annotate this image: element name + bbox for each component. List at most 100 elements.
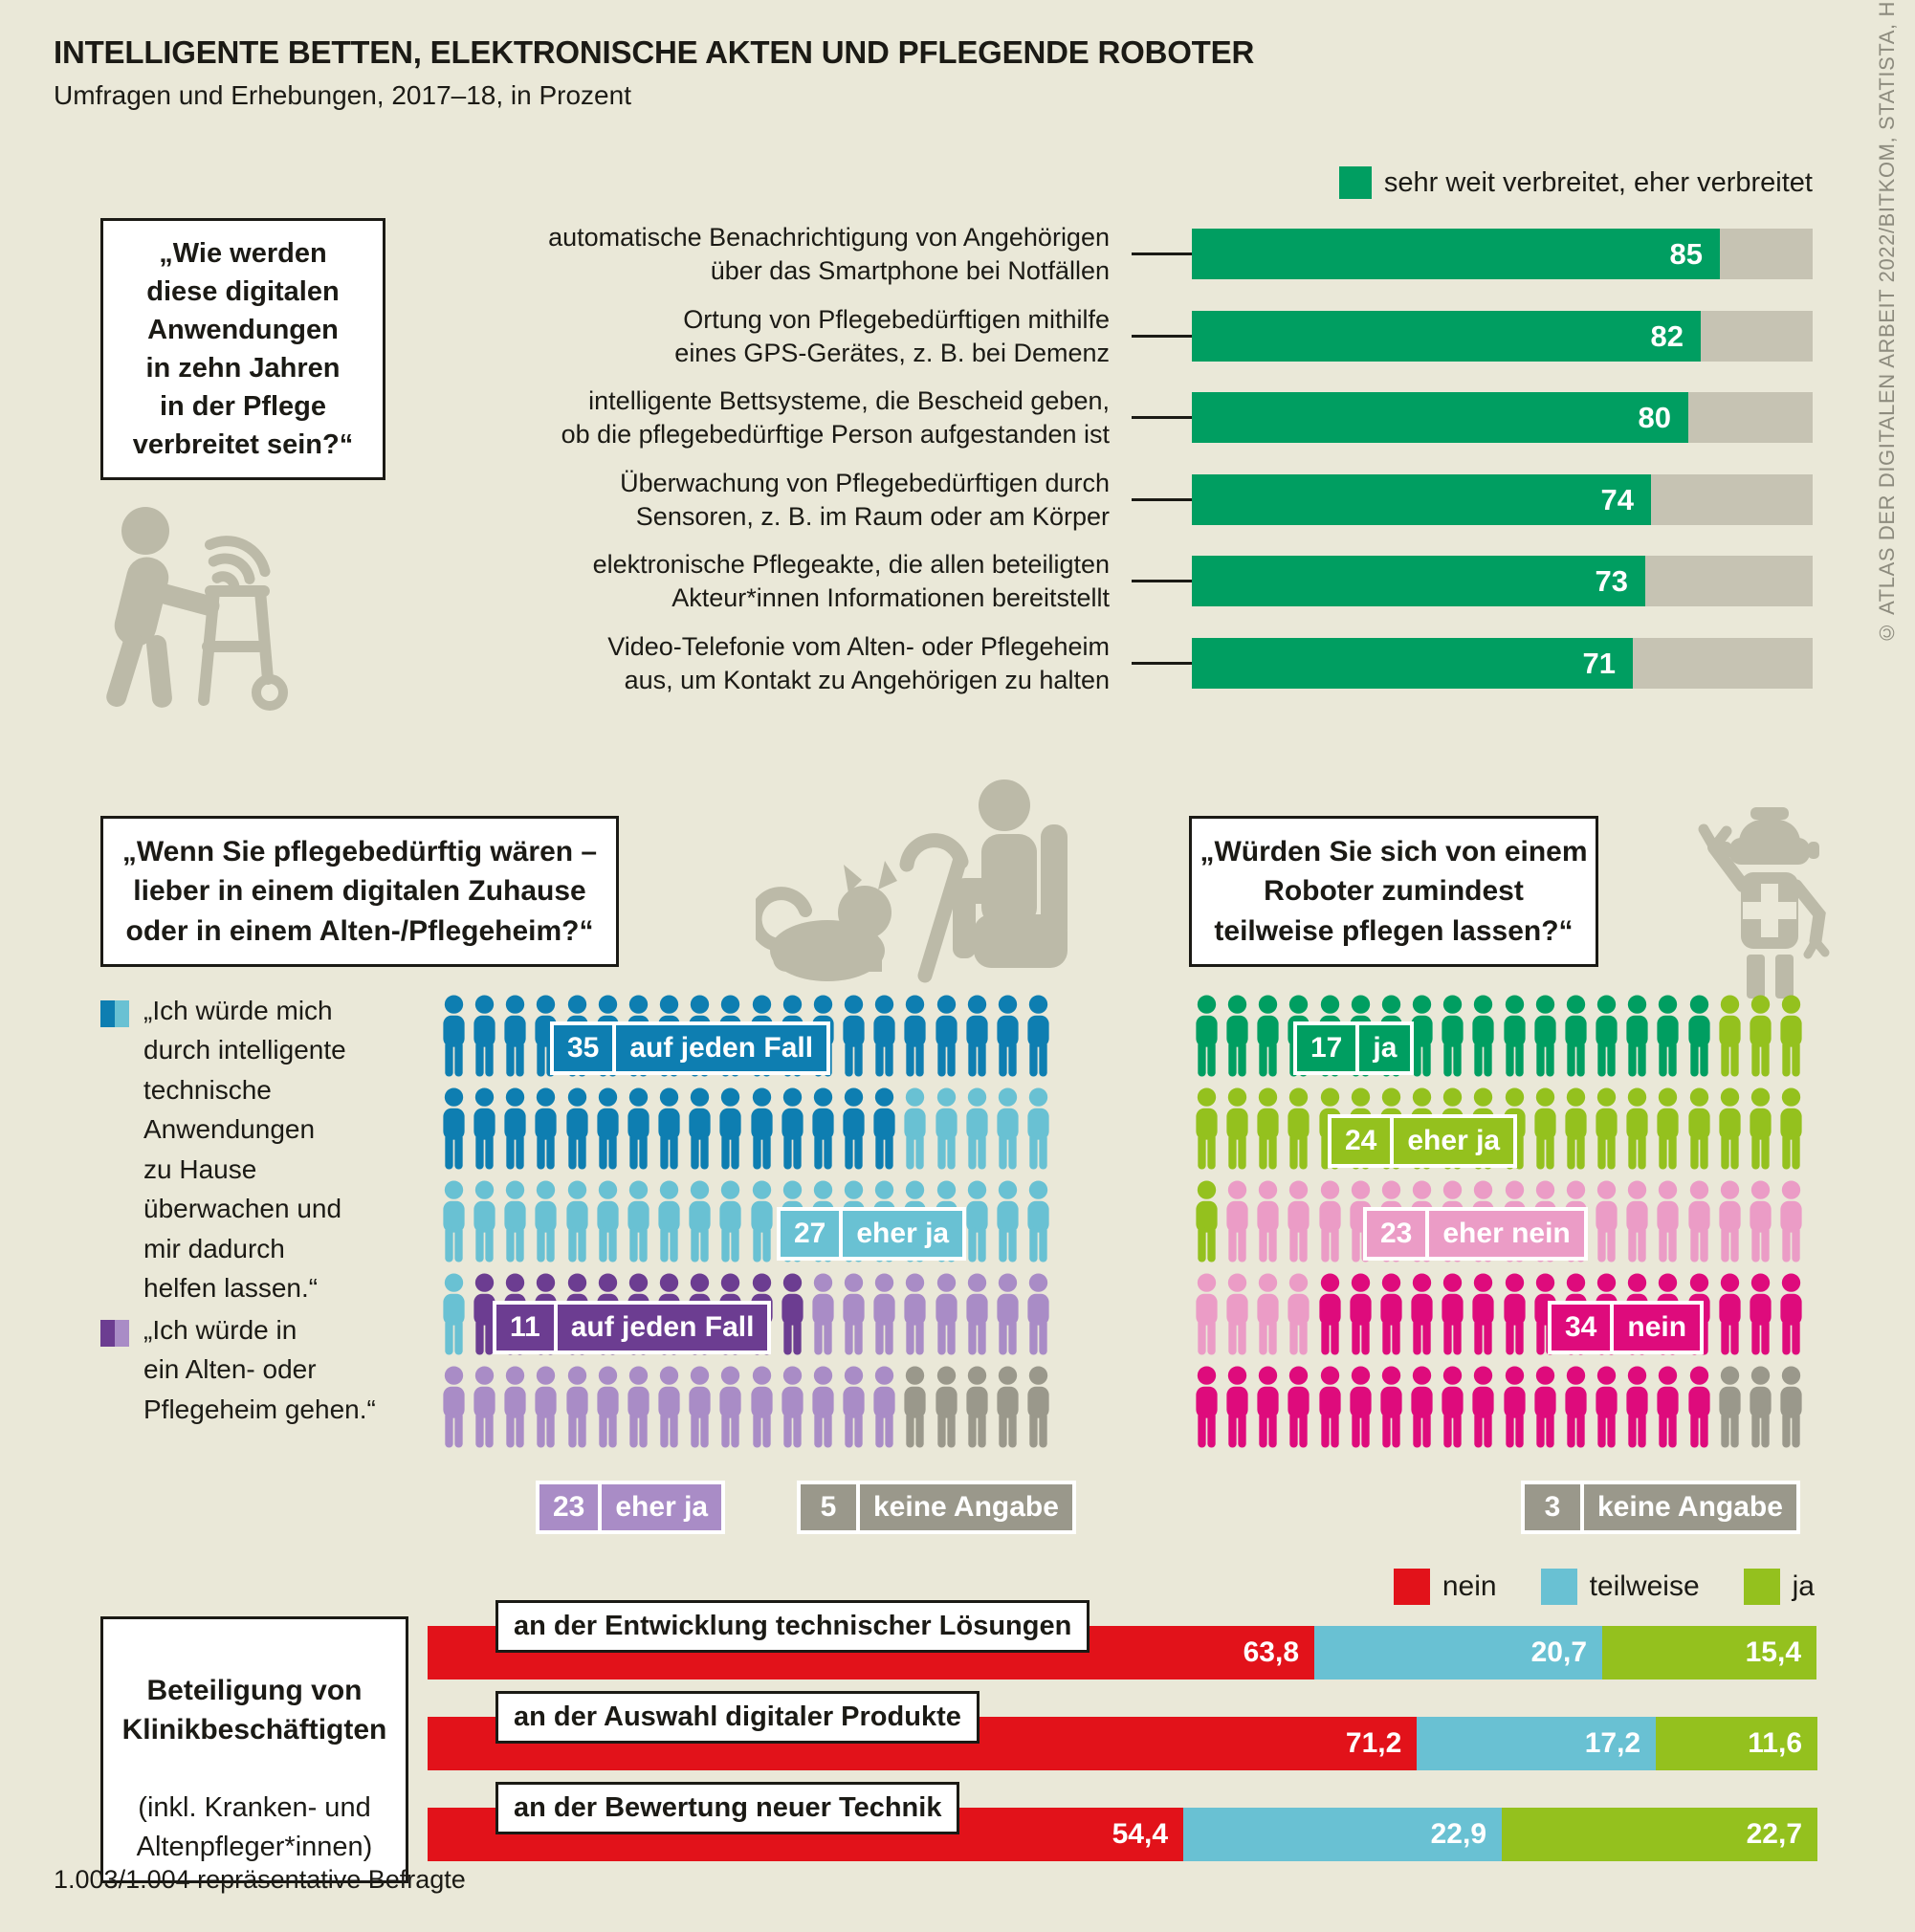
person-pictogram — [719, 1180, 742, 1262]
person-pictogram — [1780, 1180, 1802, 1262]
person-pictogram — [781, 1366, 803, 1448]
person-pictogram — [812, 1366, 834, 1448]
connector-line — [1132, 498, 1192, 501]
person-pictogram — [1626, 1087, 1648, 1170]
person-pictogram — [935, 995, 958, 1077]
page-subtitle: Umfragen und Erhebungen, 2017–18, in Pro… — [54, 80, 631, 110]
person-pictogram — [997, 1087, 1019, 1170]
pictogram-row — [1193, 1366, 1805, 1448]
person-pictogram — [1027, 995, 1049, 1077]
top-bar-category-label: elektronische Pflegeakte, die allen bete… — [592, 549, 1110, 612]
person-pictogram — [597, 1180, 619, 1262]
person-pictogram — [473, 1180, 495, 1262]
bar-value-label: 85 — [1669, 236, 1703, 271]
bar-fill: 73 — [1192, 556, 1645, 606]
person-pictogram — [1565, 1366, 1587, 1448]
cat-cane-armchair-icon — [756, 779, 1068, 983]
legend-label: teilweise — [1589, 1570, 1700, 1602]
bar-value-label: 73 — [1595, 563, 1628, 598]
person-pictogram — [1288, 1273, 1310, 1355]
connector-line — [1132, 416, 1192, 419]
pictogram-value-chip: 5 keine Angabe — [797, 1481, 1076, 1534]
person-pictogram — [1196, 1273, 1218, 1355]
pictogram-value-chip: 34 nein — [1548, 1301, 1705, 1354]
person-pictogram — [1780, 995, 1802, 1077]
person-pictogram — [658, 1366, 680, 1448]
person-pictogram — [750, 1087, 773, 1170]
person-pictogram — [1534, 995, 1556, 1077]
person-pictogram — [1027, 1273, 1049, 1355]
person-pictogram — [843, 1273, 865, 1355]
person-pictogram — [1472, 1366, 1495, 1448]
person-pictogram — [1196, 1366, 1218, 1448]
person-pictogram — [1442, 1366, 1464, 1448]
question-box-roboter: „Würden Sie sich von einem Roboter zumin… — [1189, 816, 1598, 968]
legend-swatch-red — [1393, 1569, 1430, 1605]
person-pictogram — [997, 1273, 1019, 1355]
person-pictogram — [1350, 1366, 1372, 1448]
person-pictogram — [473, 1087, 495, 1170]
person-pictogram — [658, 1087, 680, 1170]
person-pictogram — [1226, 1366, 1248, 1448]
pictogram-value-chip: 24 eher ja — [1328, 1114, 1518, 1168]
person-pictogram — [1257, 1273, 1279, 1355]
person-pictogram — [1257, 1180, 1279, 1262]
person-pictogram — [1288, 1180, 1310, 1262]
person-pictogram — [719, 1366, 742, 1448]
person-pictogram — [1196, 1180, 1218, 1262]
connector-line — [1132, 335, 1192, 338]
bar-track: 85 — [1192, 229, 1813, 279]
bottom-bar-category-box: an der Entwicklung technischer Lösungen — [495, 1600, 1090, 1653]
person-pictogram — [566, 1087, 588, 1170]
top-bar-category-label: Ortung von Pflegebedürftigen mithilfe ei… — [674, 304, 1110, 367]
person-pictogram — [1196, 995, 1218, 1077]
person-pictogram — [1027, 1180, 1049, 1262]
pictogram-value-chip: 35 auf jeden Fall — [550, 1021, 831, 1075]
person-pictogram — [935, 1366, 958, 1448]
connector-line — [1132, 662, 1192, 665]
legend-label: sehr weit verbreitet, eher verbreitet — [1383, 166, 1813, 198]
segment-value-label: 20,7 — [1530, 1636, 1587, 1668]
bottom-bar-category-box: an der Bewertung neuer Technik — [495, 1782, 960, 1834]
person-pictogram — [1780, 1366, 1802, 1448]
person-pictogram — [443, 995, 465, 1077]
person-pictogram — [873, 1273, 895, 1355]
person-pictogram — [1319, 1180, 1341, 1262]
bar-track: 82 — [1192, 311, 1813, 362]
chip-label: keine Angabe — [1584, 1484, 1796, 1530]
person-pictogram — [1657, 1366, 1679, 1448]
legend-item-teilweise: teilweise — [1540, 1569, 1700, 1605]
bottom-bar-row: 71,2 17,2 11,6 an der Auswahl digitaler Pro… — [428, 1691, 1817, 1770]
person-pictogram — [1657, 1180, 1679, 1262]
connector-line — [1132, 252, 1192, 255]
person-pictogram — [750, 1366, 773, 1448]
label-box-klinikbeschaeftigte: Beteiligung von Klinikbeschäftigten (ink… — [100, 1616, 408, 1883]
pictogram-value-chip: 23 eher ja — [536, 1481, 726, 1534]
legend-swatch-purple-duo — [100, 1320, 129, 1347]
person-pictogram — [873, 1366, 895, 1448]
person-pictogram — [1319, 1273, 1341, 1355]
person-pictogram — [627, 1180, 649, 1262]
chip-value: 11 — [496, 1305, 554, 1350]
person-pictogram — [473, 1273, 495, 1355]
segment-value-label: 22,9 — [1430, 1818, 1486, 1850]
person-pictogram — [750, 1180, 773, 1262]
bar-fill: 82 — [1192, 311, 1701, 362]
person-pictogram — [1596, 1180, 1618, 1262]
person-pictogram — [689, 1180, 711, 1262]
person-pictogram — [1027, 1087, 1049, 1170]
person-pictogram — [1503, 1273, 1526, 1355]
person-pictogram — [1626, 995, 1648, 1077]
person-pictogram — [1226, 1087, 1248, 1170]
person-pictogram — [1411, 1366, 1433, 1448]
person-pictogram — [1503, 995, 1526, 1077]
person-pictogram — [904, 1273, 926, 1355]
top-bar-row: Video-Telefonie vom Alten- oder Pflegehe… — [0, 631, 1915, 694]
person-pictogram — [1596, 995, 1618, 1077]
bar-value-label: 82 — [1650, 318, 1684, 353]
person-pictogram — [597, 1366, 619, 1448]
person-pictogram — [1288, 1087, 1310, 1170]
legend-swatch-green — [1338, 166, 1372, 199]
bottom-bar-category-box: an der Auswahl digitaler Produkte — [495, 1691, 980, 1744]
person-pictogram — [904, 1366, 926, 1448]
